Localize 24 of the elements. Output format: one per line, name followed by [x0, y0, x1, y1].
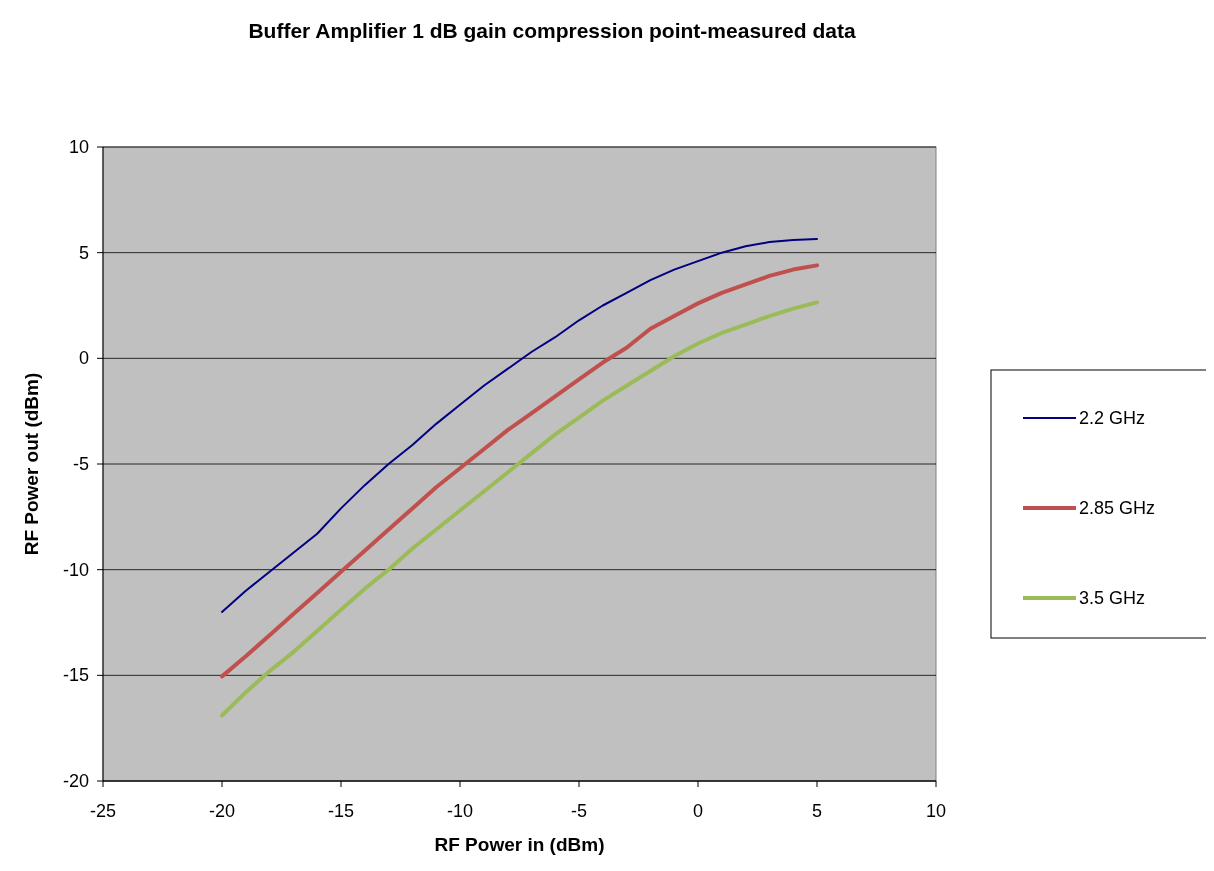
y-tick-label: -20: [62, 771, 89, 791]
legend-label: 2.2 GHz: [1079, 408, 1146, 428]
y-tick-label: -10: [62, 559, 89, 580]
x-tick-label: -10: [446, 801, 474, 821]
line-series: [220, 300, 819, 718]
legend-label: 3.5 GHz: [1079, 588, 1146, 608]
y-tick-label: 0: [78, 348, 89, 369]
line-series: [220, 263, 819, 679]
x-tick-label: 5: [811, 801, 823, 821]
legend-label: 2.85 GHz: [1079, 498, 1156, 518]
x-axis-title: RF Power in (dBm): [434, 834, 605, 855]
x-tick-label: -5: [570, 801, 588, 821]
x-tick-label: -20: [208, 801, 236, 821]
x-tick-label: -15: [327, 801, 355, 821]
x-tick-label: 10: [925, 801, 947, 821]
y-axis-title: RF Power out (dBm): [21, 372, 42, 556]
y-tick-label: -15: [62, 665, 89, 686]
y-tick-label: -5: [72, 454, 89, 474]
chart-title: Buffer Amplifier 1 dB gain compression point-measured data: [248, 19, 856, 42]
x-tick-label: 0: [692, 801, 704, 821]
y-tick-label: 10: [68, 137, 89, 157]
x-tick-label: -25: [89, 801, 117, 821]
line-series: [221, 237, 818, 613]
y-tick-label: 5: [78, 242, 89, 263]
